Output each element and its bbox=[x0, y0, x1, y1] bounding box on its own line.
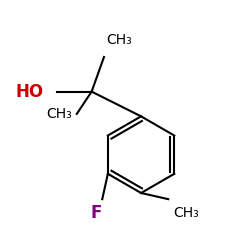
Text: CH₃: CH₃ bbox=[106, 33, 132, 47]
Text: HO: HO bbox=[16, 82, 44, 100]
Text: CH₃: CH₃ bbox=[46, 107, 72, 121]
Text: F: F bbox=[90, 204, 102, 222]
Text: CH₃: CH₃ bbox=[173, 206, 199, 220]
